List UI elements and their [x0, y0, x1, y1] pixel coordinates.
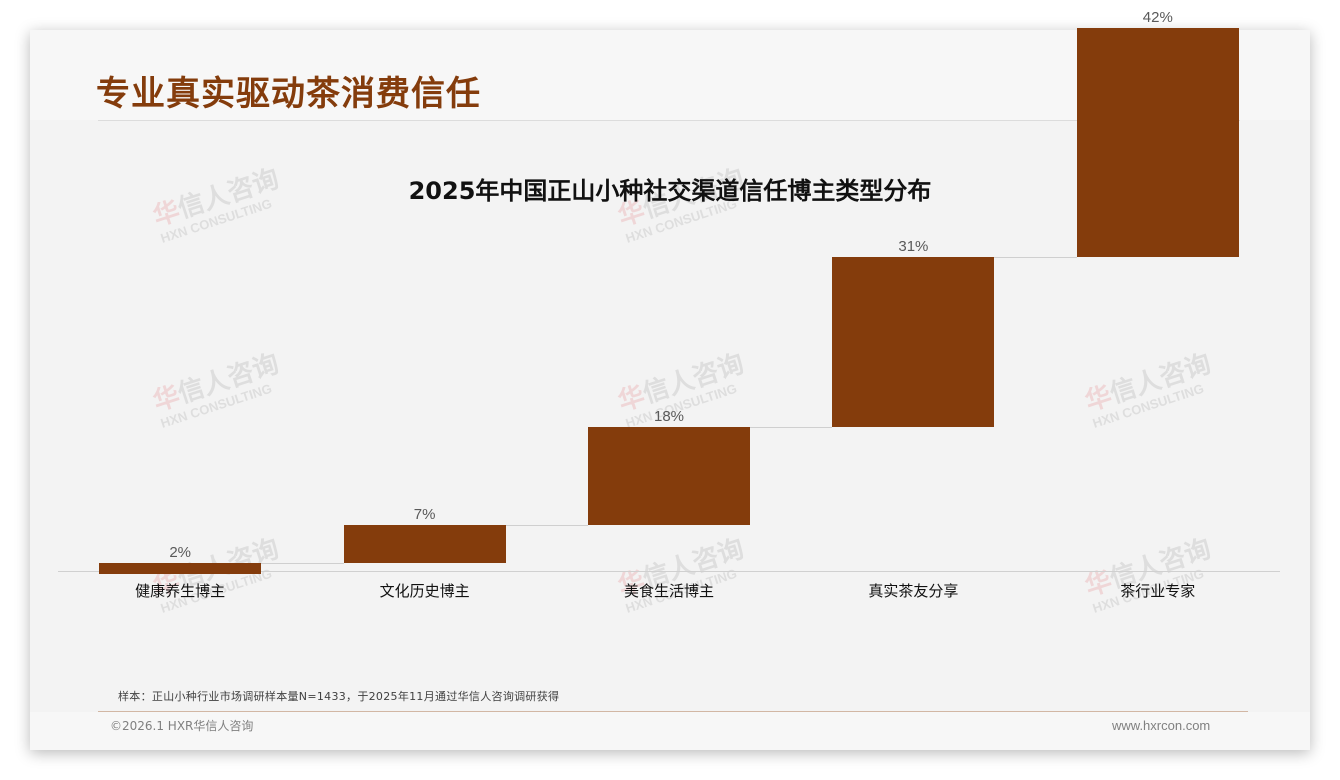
- website-link[interactable]: www.hxrcon.com: [1112, 718, 1211, 733]
- category-label: 文化历史博主: [379, 582, 470, 600]
- data-label: 31%: [898, 238, 929, 256]
- copyright: ©2026.1 HXR华信人咨询: [110, 719, 254, 733]
- waterfall-connector: [750, 426, 833, 428]
- bar: [1076, 28, 1239, 258]
- footer-band: [30, 712, 1310, 750]
- sample-footnote: 样本：正山小种行业市场调研样本量N=1433，于2025年11月通过华信人咨询调…: [118, 690, 560, 703]
- category-label: 真实茶友分享: [868, 582, 959, 600]
- waterfall-connector: [505, 524, 588, 526]
- data-label: 2%: [169, 544, 192, 562]
- bar: [99, 563, 262, 574]
- category-label: 健康养生博主: [135, 582, 226, 600]
- waterfall-chart: 2% 健康养生博主 7% 文化历史博主 18% 美食生活博主 31% 真实茶友分享 42% 茶行业…: [30, 9, 1310, 750]
- waterfall-connector: [261, 563, 344, 565]
- waterfall-connector: [994, 257, 1077, 259]
- data-label: 18%: [653, 407, 685, 425]
- data-label: 42%: [1142, 9, 1173, 26]
- slide: 专业真实驱动茶消费信任 华信人咨询 HXN CONSULTING 华信人咨询 HX…: [30, 9, 1310, 750]
- chart-title: 2025年中国正山小种社交渠道信任博主类型分布: [408, 177, 932, 205]
- bar: [343, 524, 506, 564]
- x-axis-line: [58, 571, 1280, 572]
- bar: [832, 257, 995, 427]
- data-label: 7%: [413, 505, 436, 523]
- header-divider: [98, 120, 1240, 121]
- category-label: 茶行业专家: [1120, 582, 1196, 600]
- page-title: 专业真实驱动茶消费信任: [96, 74, 481, 114]
- category-label: 美食生活博主: [623, 582, 714, 600]
- bar: [588, 426, 750, 525]
- footer-divider: [98, 711, 1248, 712]
